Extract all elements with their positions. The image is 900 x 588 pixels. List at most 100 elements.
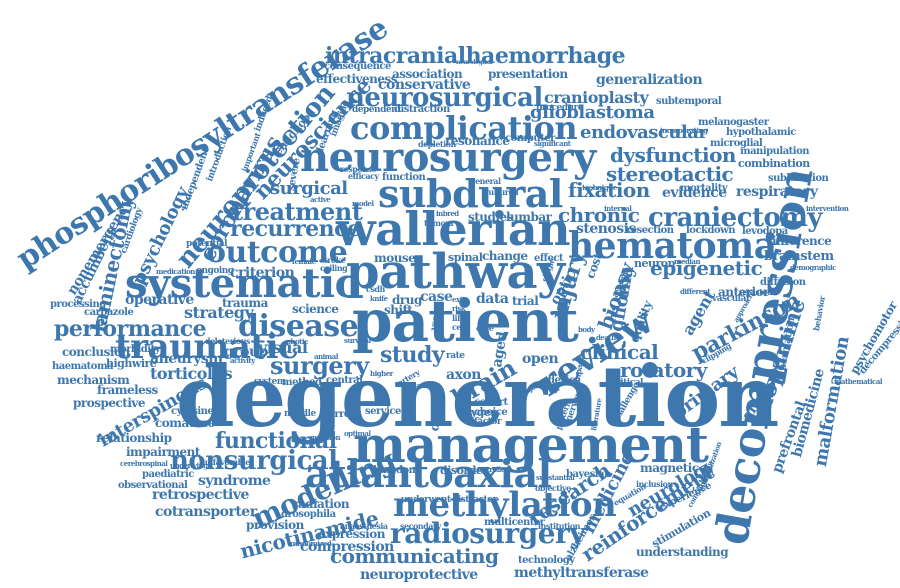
- word-median: median: [674, 257, 701, 266]
- word-photic: photic: [286, 337, 308, 346]
- word-epigenetic: epigenetic: [650, 256, 763, 280]
- word-fixation: fixation: [568, 178, 650, 202]
- word-recurrence: recurrence: [230, 216, 361, 242]
- word-management: management: [353, 415, 709, 474]
- word-visual: visual: [258, 338, 308, 357]
- word-trauma: trauma: [222, 296, 268, 310]
- word-incorporating: incorporating: [660, 126, 708, 135]
- word-anaesthesia: anaesthesia: [340, 521, 388, 531]
- word-drosophila: drosophila: [281, 509, 336, 520]
- word-aneurysm: aneurysm: [150, 351, 223, 367]
- word-survival: survival: [344, 336, 371, 345]
- word-exit: exit: [452, 295, 465, 304]
- word-death: death: [596, 333, 616, 342]
- word-distraction: distraction: [394, 104, 450, 115]
- word-active: active: [310, 195, 331, 204]
- word-rate: rate: [446, 351, 465, 361]
- word-treatment: treatment: [232, 197, 363, 226]
- word-cotransporter: cotransporter: [155, 504, 257, 520]
- word-paediatric: paediatric: [142, 469, 194, 480]
- word-case: case: [420, 289, 453, 305]
- word-cultured: cultured: [484, 187, 519, 197]
- word-intracranialhaemorrhage: intracranialhaemorrhage: [325, 43, 626, 69]
- word-service: service: [365, 406, 401, 417]
- word-data: data: [476, 291, 509, 307]
- word-potential: potential: [186, 239, 228, 249]
- word-chronic: chronic: [558, 203, 640, 227]
- word-haematoma: haematoma: [52, 361, 114, 372]
- word-neurosurgery: neurosurgery: [300, 134, 596, 181]
- word-current: current: [322, 409, 361, 420]
- word-axon: axon: [446, 367, 481, 383]
- word-life: life: [452, 313, 465, 323]
- word-device: device: [548, 375, 581, 386]
- word-study: study: [380, 342, 445, 368]
- word-manipulation: manipulation: [740, 146, 810, 157]
- word-cohort: cohort: [474, 397, 508, 408]
- word-magnetic: magnetic: [640, 461, 699, 475]
- word-system: system: [254, 377, 286, 387]
- word-criterion: criterion: [230, 265, 295, 281]
- word-different: different: [680, 287, 711, 296]
- word-compression: compression: [300, 539, 394, 555]
- word-method: method: [282, 377, 322, 388]
- word-risk: risk: [452, 304, 466, 313]
- word-controlled: controlled: [474, 465, 510, 474]
- word-middle: middle: [284, 409, 316, 419]
- word-subtemporal: subtemporal: [656, 96, 722, 107]
- word-group: group: [224, 344, 268, 360]
- word-tumour: tumour: [424, 218, 455, 228]
- word-dysfunction: dysfunction: [610, 143, 736, 167]
- word-change: change: [482, 249, 528, 263]
- word-resection: resection: [626, 225, 674, 236]
- word-secondary: secondary: [400, 521, 441, 531]
- word-adult: adult: [416, 381, 434, 390]
- word-subdural: subdural: [378, 171, 563, 216]
- word-traumatic: traumatic: [115, 327, 299, 367]
- word-question: question: [310, 433, 341, 442]
- word-depletion: depletion: [418, 139, 456, 149]
- word-kingdom: kingdom: [373, 465, 419, 476]
- word-neurosurgical: neurosurgical: [346, 83, 543, 113]
- word-comatose: comatose: [155, 416, 215, 430]
- word-radiation: radiation: [292, 497, 350, 511]
- word-female: female: [292, 257, 316, 266]
- word-operative: operative: [125, 292, 194, 308]
- word-lockdown: lockdown: [686, 225, 736, 236]
- word-general: general: [470, 176, 501, 186]
- word-technology: technology: [518, 555, 575, 566]
- word-morbidity: morbidity: [110, 344, 161, 355]
- word-significant: significant: [534, 139, 571, 148]
- word-procedure: procedure: [536, 103, 584, 113]
- word-highwire: highwire: [106, 357, 157, 370]
- word-rotatory: rotatory: [620, 358, 707, 382]
- word-surgical: surgical: [270, 178, 348, 199]
- word-mortality: mortality: [680, 183, 728, 194]
- word-neurological: neurological: [456, 59, 493, 66]
- word-mouse: mouse: [374, 251, 416, 265]
- word-syndrome: syndrome: [198, 473, 271, 489]
- word-shift: shift: [384, 303, 413, 317]
- word-nonsurgical: nonsurgical: [170, 446, 338, 476]
- word-computer: computer: [505, 133, 555, 144]
- word-disease: disease: [238, 309, 359, 344]
- word-performance: performance: [54, 316, 207, 342]
- word-bayesian: bayesian: [566, 469, 611, 480]
- word-communicating: communicating: [330, 544, 499, 568]
- word-melanogaster: melanogaster: [698, 117, 769, 128]
- word-hypothalamic: hypothalamic: [726, 127, 796, 138]
- word-knife: knife: [370, 294, 388, 303]
- word-association: association: [392, 67, 463, 81]
- word-assisted: assisted: [740, 287, 773, 297]
- word-model: model: [352, 199, 374, 208]
- word-subluxation: subluxation: [768, 173, 829, 184]
- word-science: science: [292, 302, 339, 316]
- word-levodopa: levodopa: [742, 226, 788, 237]
- word-medication: medication: [156, 267, 195, 276]
- word-objective: objective: [535, 483, 571, 493]
- word-frameless: frameless: [97, 383, 158, 397]
- word-brainstem: brainstem: [764, 249, 834, 264]
- word-prospective: prospective: [73, 396, 146, 410]
- word-technique: technique: [582, 183, 617, 192]
- word-stenosis: stenosis: [576, 221, 636, 237]
